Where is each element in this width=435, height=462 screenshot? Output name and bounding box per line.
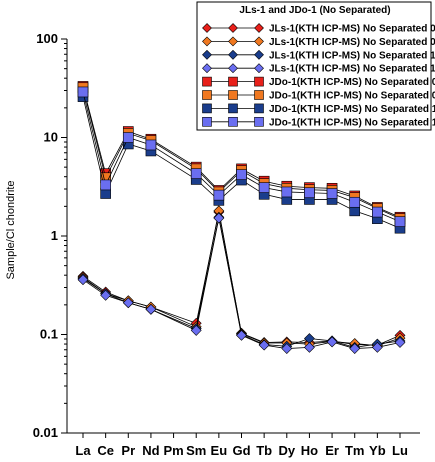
x-tick-label: Nd bbox=[142, 443, 159, 458]
data-point bbox=[77, 274, 89, 286]
y-tick-label: 0.1 bbox=[40, 327, 58, 342]
data-point bbox=[100, 179, 111, 191]
data-point bbox=[77, 86, 89, 98]
y-axis-label: Sample/Cl chondrite bbox=[5, 180, 17, 279]
data-point bbox=[394, 337, 406, 348]
x-tick-label: Ho bbox=[301, 443, 318, 458]
legend-marker bbox=[254, 103, 264, 114]
data-point bbox=[394, 216, 406, 227]
legend-label: JDo-1(KTH ICP-MS) No Separated 0.5g (HCl… bbox=[269, 77, 435, 88]
legend-label: JDo-1(KTH ICP-MS) No Separated 1g(HCl) bbox=[269, 104, 435, 115]
data-point bbox=[213, 212, 225, 224]
data-point bbox=[258, 339, 270, 351]
data-point bbox=[372, 206, 383, 218]
legend-label: JLs-1(KTH ICP-MS) No Separated 0.5g(A.R) bbox=[269, 37, 435, 48]
legend-marker bbox=[254, 36, 264, 47]
legend-marker bbox=[254, 90, 264, 100]
x-tick-label: Tm bbox=[345, 443, 365, 458]
legend: JLs-1 and JDo-1 (No Separated) JLs-1(KTH… bbox=[196, 1, 435, 131]
legend-marker bbox=[202, 90, 212, 100]
series-line bbox=[82, 210, 401, 347]
legend-label: JDo-1(KTH ICP-MS) No Separated 0.5g(ACl) bbox=[269, 91, 435, 102]
data-point bbox=[304, 341, 315, 353]
legend-marker bbox=[228, 63, 238, 74]
y-tick-label: 0.01 bbox=[33, 425, 58, 440]
data-point bbox=[213, 189, 225, 201]
data-point bbox=[326, 188, 338, 199]
legend-marker bbox=[202, 49, 212, 60]
legend-marker bbox=[228, 49, 238, 60]
x-tick-label: Eu bbox=[211, 443, 228, 458]
legend-marker bbox=[254, 63, 264, 74]
data-point bbox=[371, 341, 383, 353]
legend-marker bbox=[202, 36, 212, 47]
x-tick-label: Pr bbox=[121, 443, 135, 458]
legend-marker bbox=[254, 117, 264, 127]
data-point bbox=[281, 343, 293, 354]
data-point bbox=[145, 139, 157, 151]
legend-marker bbox=[254, 49, 264, 60]
legend-marker bbox=[228, 90, 238, 100]
x-tick-label: Gd bbox=[232, 443, 250, 458]
legend-marker bbox=[202, 117, 212, 127]
legend-label: JLs-1(KTH ICP-MS) No Separated 0.5g(HCl) bbox=[269, 24, 435, 35]
data-point bbox=[236, 169, 247, 180]
x-tick-label: Sm bbox=[186, 443, 206, 458]
legend-label: JLs-1(KTH ICP-MS) No Separated 1g (A.R.) bbox=[269, 64, 435, 75]
data-point bbox=[349, 343, 361, 354]
legend-box bbox=[196, 1, 432, 131]
series-line bbox=[82, 211, 401, 346]
legend-label: JDo-1(KTH ICP-MS) No Separated 1g(A.R.) bbox=[269, 117, 435, 128]
legend-marker bbox=[254, 23, 264, 33]
y-tick-label: 1 bbox=[51, 228, 58, 243]
data-point bbox=[190, 168, 202, 179]
legend-marker bbox=[228, 103, 238, 114]
legend-marker bbox=[202, 76, 212, 87]
x-tick-label: Pm bbox=[163, 443, 183, 458]
legend-marker bbox=[228, 117, 238, 127]
x-tick-label: Dy bbox=[278, 443, 295, 458]
x-tick-label: Lu bbox=[392, 443, 408, 458]
y-tick-label: 10 bbox=[44, 130, 58, 145]
data-point bbox=[145, 303, 157, 315]
data-point bbox=[326, 336, 338, 348]
x-tick-label: La bbox=[75, 443, 91, 458]
y-tick-label: 100 bbox=[36, 31, 58, 46]
data-point bbox=[304, 187, 315, 199]
data-point bbox=[100, 289, 112, 301]
data-point bbox=[281, 186, 293, 198]
data-point bbox=[122, 297, 134, 309]
plot-area: 0.01 0.1 1 10 100 La Ce Pr Nd Pm Sm Eu Gd Tb Dy Ho Er Tm Y… bbox=[33, 31, 420, 458]
legend-marker bbox=[202, 63, 212, 74]
data-point bbox=[258, 182, 270, 193]
x-tick-label: Er bbox=[325, 443, 339, 458]
legend-marker bbox=[228, 76, 238, 87]
legend-marker bbox=[254, 76, 264, 87]
legend-marker bbox=[228, 23, 238, 33]
x-tick-label: Tb bbox=[256, 443, 272, 458]
legend-marker bbox=[202, 103, 212, 114]
x-tick-label: Yb bbox=[369, 443, 386, 458]
legend-marker bbox=[228, 36, 238, 47]
x-tick-label: Ce bbox=[97, 443, 114, 458]
legend-marker bbox=[202, 23, 212, 33]
data-point bbox=[122, 132, 134, 143]
data-point bbox=[349, 196, 361, 208]
data-point bbox=[236, 329, 247, 341]
legend-label: JLs-1(KTH ICP-MS) No Separated 1g (HCl) bbox=[269, 50, 435, 61]
legend-title: JLs-1 and JDo-1 (No Separated) bbox=[239, 5, 390, 16]
data-point bbox=[190, 324, 202, 336]
